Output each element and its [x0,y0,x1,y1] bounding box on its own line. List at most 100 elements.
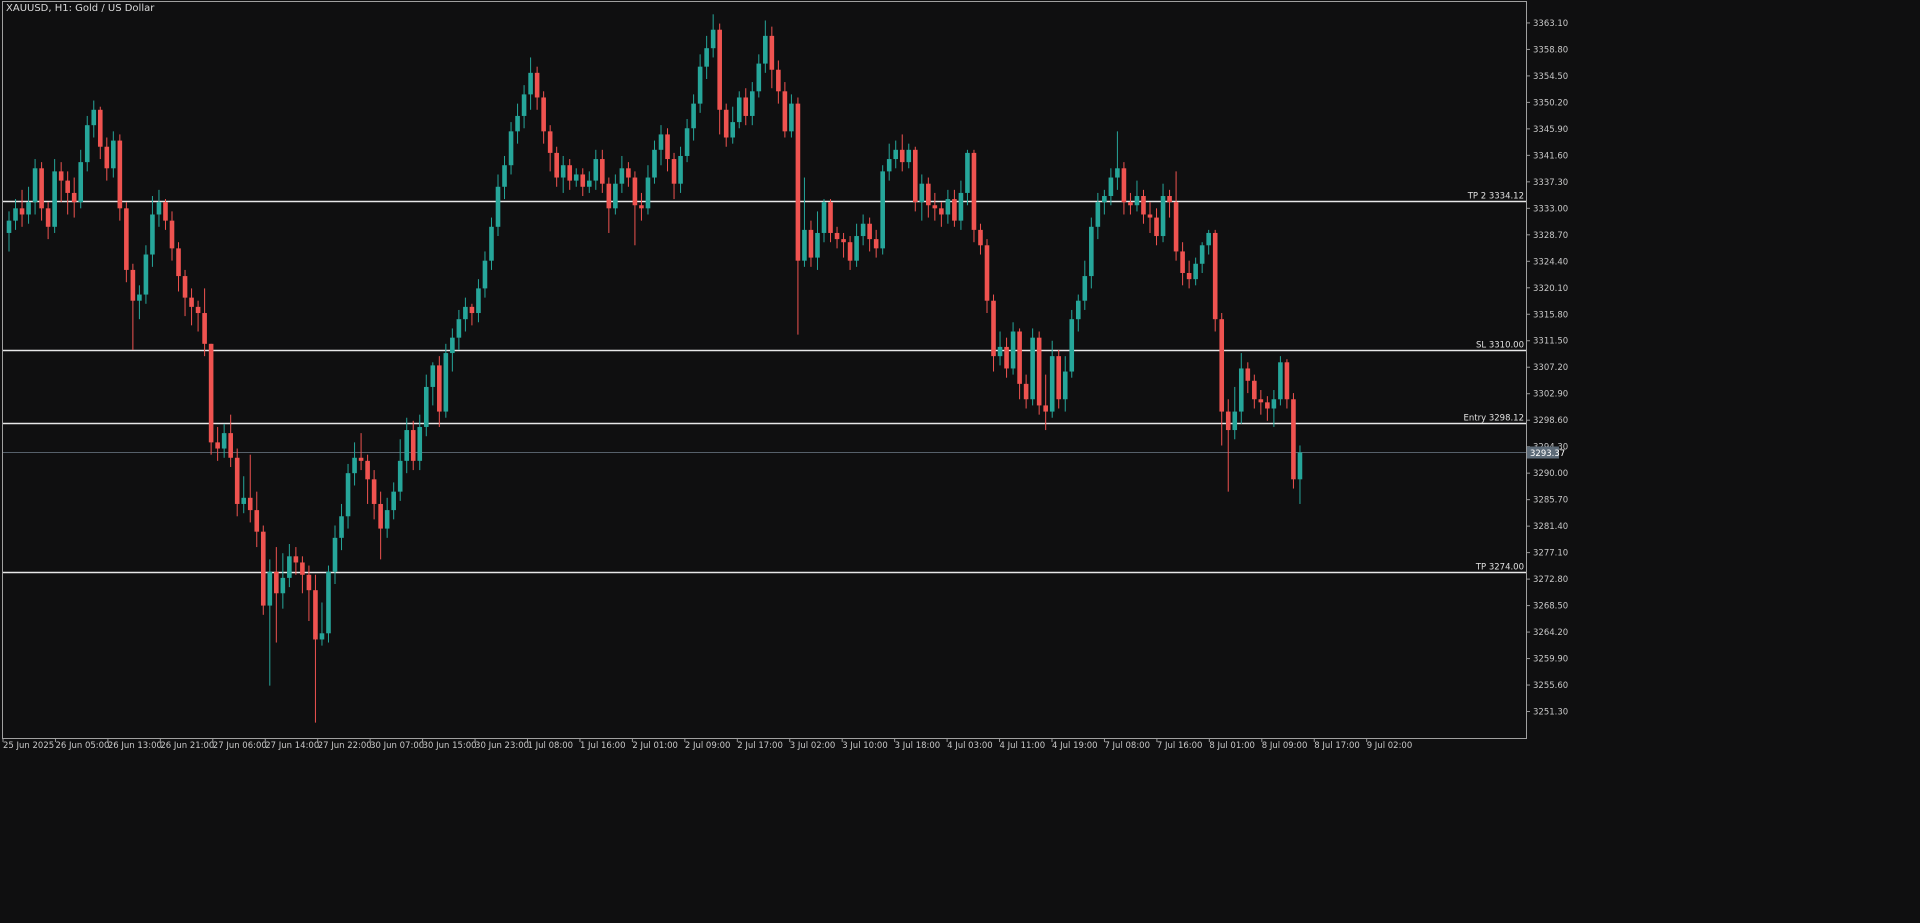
y-tick-label: 3363.10 [1533,19,1568,29]
candle-body [404,430,410,461]
candle-body [111,140,116,169]
candle-body [247,497,253,511]
candle-body [508,131,514,166]
candle-body [202,313,207,344]
candle-body [1023,383,1029,400]
candle-body [639,205,644,209]
candle-body [1115,168,1120,178]
candle-body [1154,217,1159,237]
candle-body [776,69,781,92]
y-tick-label: 3324.40 [1533,257,1568,267]
candle-body [293,556,299,563]
candle-body [671,159,677,184]
x-tick-label: 2 Jul 09:00 [685,741,731,751]
y-tick-label: 3320.10 [1533,284,1568,294]
candle-body [450,337,455,354]
candle-body [1284,362,1290,400]
candle-body [932,205,938,209]
candle-body [78,162,84,203]
candle-body [1291,399,1296,480]
level-label: SL 3310.00 [1476,341,1524,351]
candle-body [339,516,344,538]
candle-body [1297,452,1303,480]
candle-body [215,442,220,449]
candle-body [495,186,501,227]
candle-body [300,562,305,575]
candle-body [1271,399,1277,409]
candle-body [1265,402,1270,409]
candle-body [547,131,553,153]
candle-body [241,497,247,504]
candle-body [469,306,475,314]
candle-body [834,232,840,240]
candle-body [906,149,912,163]
candle-body [391,491,396,511]
x-tick-label: 4 Jul 11:00 [1000,741,1046,751]
candle-body [613,183,618,209]
candle-body [1278,362,1283,400]
candle-body [274,571,279,594]
y-tick-label: 3358.80 [1533,45,1568,55]
candles [6,14,1303,723]
candle-body [58,171,64,181]
candle-body [176,248,181,277]
candle-body [965,152,970,193]
candle-body [228,433,233,458]
candle-body [156,202,162,215]
candle-body [1095,202,1101,227]
candle-body [384,510,390,529]
candle-body [39,168,44,209]
candle-body [182,276,188,298]
candle-body [749,91,755,116]
candle-body [1017,331,1022,384]
candle-body [730,122,736,138]
plot-border [2,1,1527,739]
candle-body [534,72,540,98]
candle-body [502,165,507,187]
candle-body [808,229,814,258]
y-tick-label: 3251.30 [1533,708,1568,718]
y-tick-label: 3268.50 [1533,602,1568,612]
candle-body [463,306,468,320]
candle-body [482,260,488,289]
candle-body [743,97,749,116]
candle-body [619,168,625,184]
x-tick-label: 1 Jul 16:00 [580,741,626,751]
candle-body [104,146,110,169]
x-tick-label: 26 Jun 13:00 [108,741,162,751]
candle-body [254,510,260,532]
candle-body [208,343,214,443]
candle-body [867,223,872,240]
candle-body [886,159,892,172]
level-label: Entry 3298.12 [1464,414,1524,424]
y-tick-label: 3333.00 [1533,204,1568,214]
y-tick-label: 3302.90 [1533,390,1568,400]
candle-body [756,63,762,92]
candle-body [789,103,794,132]
y-tick-label: 3311.50 [1533,337,1568,347]
candle-body [6,220,12,233]
candle-body [1206,232,1211,246]
candle-body [1043,405,1048,412]
y-tick-label: 3341.60 [1533,151,1568,161]
candle-body [1102,196,1107,203]
candle-body [365,460,370,480]
candle-body [150,214,155,255]
candle-body [723,109,729,138]
x-tick-label: 3 Jul 02:00 [790,741,836,751]
candle-body [521,94,527,116]
candle-body [665,134,670,160]
candle-body [456,319,462,338]
candle-body [52,171,57,227]
candle-body [1180,251,1185,273]
candle-body [358,457,364,461]
x-tick-label: 9 Jul 02:00 [1367,741,1413,751]
candle-body [163,202,168,221]
x-tick-label: 4 Jul 03:00 [947,741,993,751]
candle-body [971,152,977,230]
candle-body [952,199,957,221]
y-tick-label: 3350.20 [1533,98,1568,108]
